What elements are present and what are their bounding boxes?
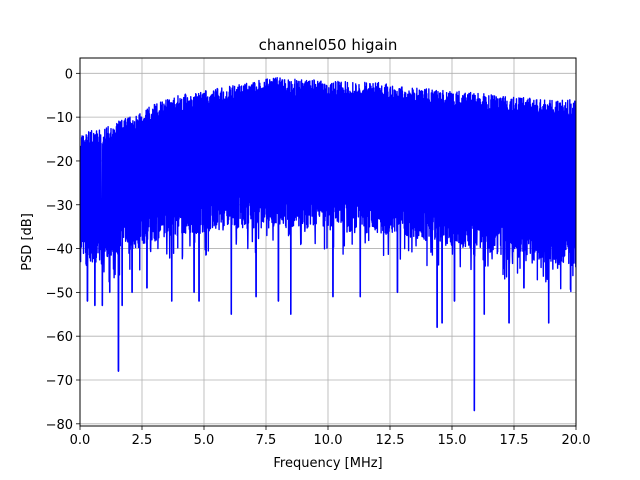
x-axis-label: Frequency [MHz]	[273, 456, 382, 471]
y-tick-label: −70	[46, 374, 73, 389]
x-tick-label: 5.0	[194, 433, 215, 448]
x-tick-label: 10.0	[314, 433, 343, 448]
y-axis-ticks: 0 −10 −20 −30 −40 −50 −60 −70 −80	[46, 67, 80, 433]
x-axis-ticks: 0.0 2.5 5.0 7.5 10.0 12.5 15.0 17.5 20.0	[70, 426, 591, 448]
psd-series	[80, 77, 576, 412]
x-tick-label: 2.5	[132, 433, 153, 448]
psd-line	[80, 77, 576, 412]
y-axis-label: PSD [dB]	[20, 213, 35, 271]
x-tick-label: 7.5	[256, 433, 277, 448]
y-tick-label: −50	[46, 286, 73, 301]
x-tick-label: 0.0	[70, 433, 91, 448]
x-tick-label: 15.0	[438, 433, 467, 448]
x-tick-label: 17.5	[500, 433, 529, 448]
x-tick-label: 12.5	[376, 433, 405, 448]
y-tick-label: −60	[46, 330, 73, 345]
y-tick-label: −30	[46, 199, 73, 214]
y-tick-label: −40	[46, 243, 73, 258]
x-tick-label: 20.0	[562, 433, 591, 448]
y-tick-label: −10	[46, 111, 73, 126]
y-tick-label: −20	[46, 155, 73, 170]
y-tick-label: 0	[65, 67, 73, 82]
y-tick-label: −80	[46, 418, 73, 433]
chart-title: channel050 higain	[259, 36, 398, 54]
